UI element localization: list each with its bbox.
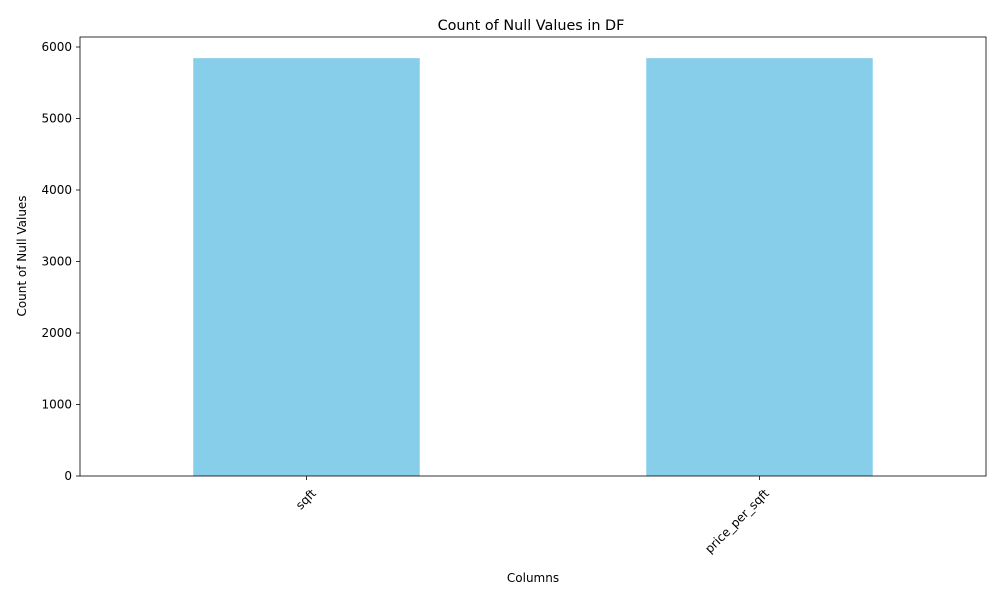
y-axis-label: Count of Null Values <box>15 195 29 316</box>
y-tick-label: 1000 <box>41 398 72 412</box>
bar-sqft <box>193 58 420 477</box>
y-tick-label: 6000 <box>41 40 72 54</box>
chart-title: Count of Null Values in DF <box>438 18 625 34</box>
plot-frame <box>79 36 987 477</box>
bar-price-per-sqft <box>646 58 873 477</box>
x-axis-label: Columns <box>507 571 559 585</box>
bars-layer <box>193 58 873 477</box>
y-tick-label: 5000 <box>41 112 72 126</box>
y-tick-label: 0 <box>64 469 72 483</box>
y-tick-label: 2000 <box>41 326 72 340</box>
y-axis: 0 1000 2000 3000 4000 5000 6000 <box>41 40 80 483</box>
y-tick-label: 4000 <box>41 183 72 197</box>
y-tick-label: 3000 <box>41 255 72 269</box>
